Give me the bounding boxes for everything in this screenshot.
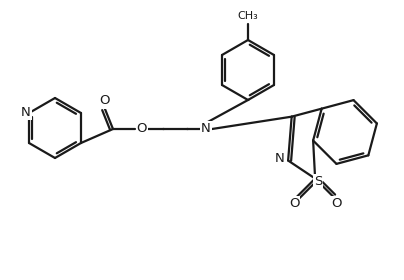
Text: O: O	[331, 197, 341, 210]
Text: N: N	[201, 123, 211, 136]
Text: O: O	[100, 95, 110, 108]
Text: S: S	[314, 175, 322, 188]
Text: N: N	[21, 106, 31, 118]
Text: O: O	[137, 123, 147, 136]
Text: N: N	[275, 152, 285, 165]
Text: CH₃: CH₃	[238, 11, 259, 21]
Text: O: O	[289, 197, 299, 210]
